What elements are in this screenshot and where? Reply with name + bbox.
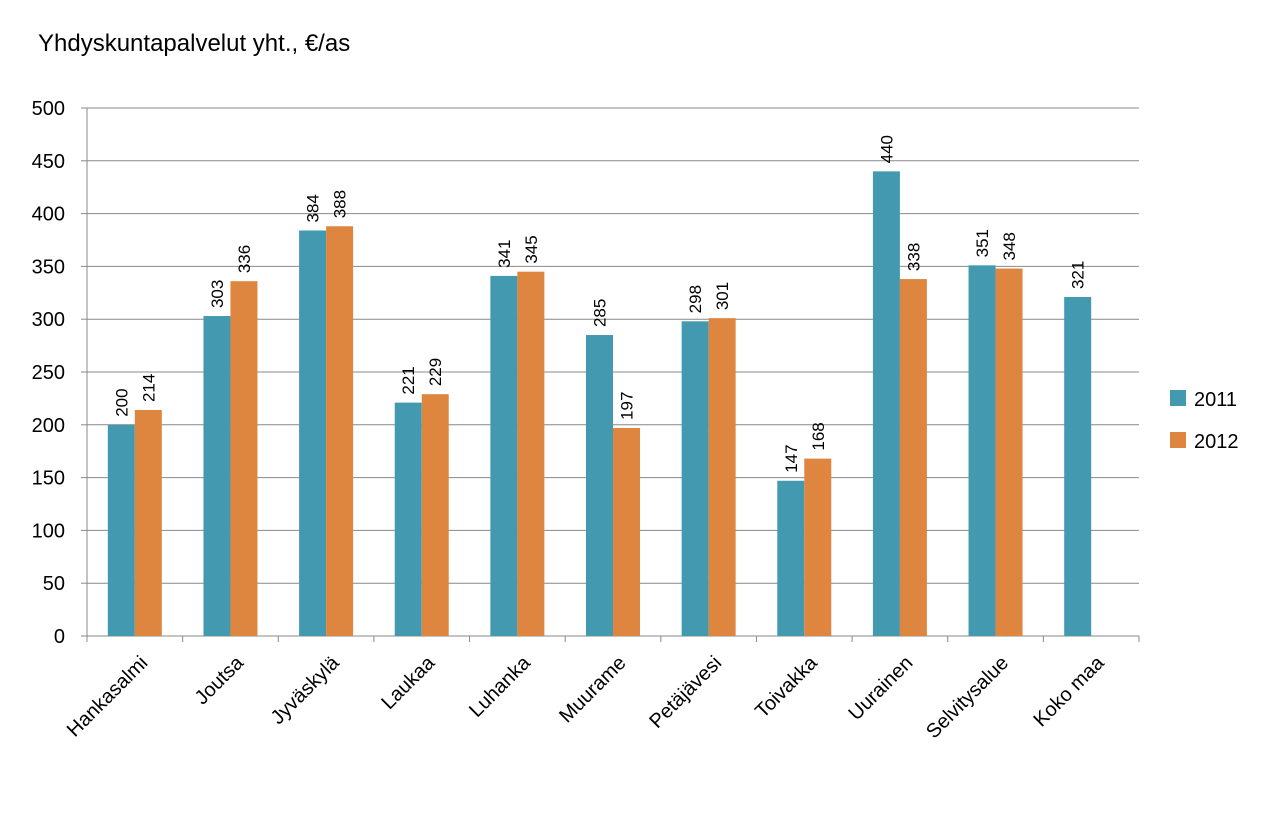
data-labels: 200 214 303 336 384 388 221 229 341 345 285 197 298 3… — [112, 135, 1087, 473]
data-label: 303 — [208, 280, 227, 308]
y-tick-label: 450 — [32, 151, 65, 173]
data-label: 338 — [904, 243, 923, 271]
category-label: Uurainen — [844, 652, 917, 725]
bar — [230, 281, 258, 636]
bar — [708, 318, 736, 636]
data-label: 285 — [591, 299, 610, 327]
y-tick-label: 100 — [32, 520, 65, 542]
y-tick-label: 150 — [32, 468, 65, 490]
data-label: 345 — [522, 235, 541, 263]
y-tick-label: 350 — [32, 256, 65, 278]
y-tick-label: 400 — [32, 204, 65, 226]
data-label: 384 — [304, 194, 323, 222]
data-label: 214 — [139, 374, 158, 402]
bar — [299, 230, 327, 636]
y-tick-label: 500 — [32, 98, 65, 120]
bar — [899, 279, 927, 636]
legend-label: 2011 — [1194, 389, 1237, 411]
bar — [517, 271, 545, 636]
data-label: 336 — [235, 245, 254, 273]
category-label: Muurame — [555, 652, 630, 727]
data-label: 341 — [495, 240, 514, 268]
bar — [872, 171, 900, 637]
y-tick-label: 50 — [43, 573, 65, 595]
bar — [777, 480, 805, 636]
category-label: Laukaa — [377, 651, 440, 714]
category-label: Selvitysalue — [922, 652, 1013, 743]
data-label: 229 — [426, 358, 445, 386]
data-label: 321 — [1069, 261, 1088, 289]
bar — [804, 458, 832, 636]
data-label: 168 — [809, 422, 828, 450]
y-tick-label: 200 — [32, 415, 65, 437]
legend-swatch — [1170, 390, 1186, 406]
bar — [203, 316, 231, 636]
category-label: Jyväskylä — [267, 651, 344, 728]
category-label: Hankasalmi — [63, 652, 152, 741]
bars — [107, 171, 1092, 637]
bar — [1064, 297, 1092, 636]
data-label: 388 — [331, 190, 350, 218]
data-label: 221 — [399, 366, 418, 394]
bar — [326, 226, 354, 636]
bar — [681, 321, 709, 636]
bar — [394, 402, 422, 636]
data-label: 301 — [713, 282, 732, 310]
y-tick-label: 250 — [32, 362, 65, 384]
data-label: 440 — [877, 135, 896, 163]
data-label: 197 — [618, 392, 637, 420]
category-label: Toivakka — [751, 651, 822, 722]
bar — [490, 275, 518, 636]
y-tick-label: 0 — [54, 626, 65, 648]
bar — [968, 265, 996, 636]
bar — [421, 394, 449, 636]
bar — [107, 424, 135, 636]
category-label: Koko maa — [1029, 651, 1109, 731]
legend-swatch — [1170, 432, 1186, 448]
data-label: 348 — [1000, 232, 1019, 260]
data-label: 298 — [686, 285, 705, 313]
bar — [134, 410, 162, 636]
data-label: 200 — [112, 388, 131, 416]
category-label: Petäjävesi — [645, 652, 726, 733]
category-label: Joutsa — [191, 651, 249, 709]
chart-title: Yhdyskuntapalvelut yht., €/as — [38, 30, 351, 57]
legend: 2011 2012 — [1170, 389, 1239, 453]
data-label: 147 — [782, 444, 801, 472]
bar — [613, 427, 640, 636]
data-label: 351 — [973, 229, 992, 257]
legend-label: 2012 — [1194, 431, 1239, 453]
bar — [995, 268, 1023, 636]
category-label: Luhanka — [465, 651, 535, 721]
bar — [586, 335, 613, 636]
y-tick-label: 300 — [32, 309, 65, 331]
